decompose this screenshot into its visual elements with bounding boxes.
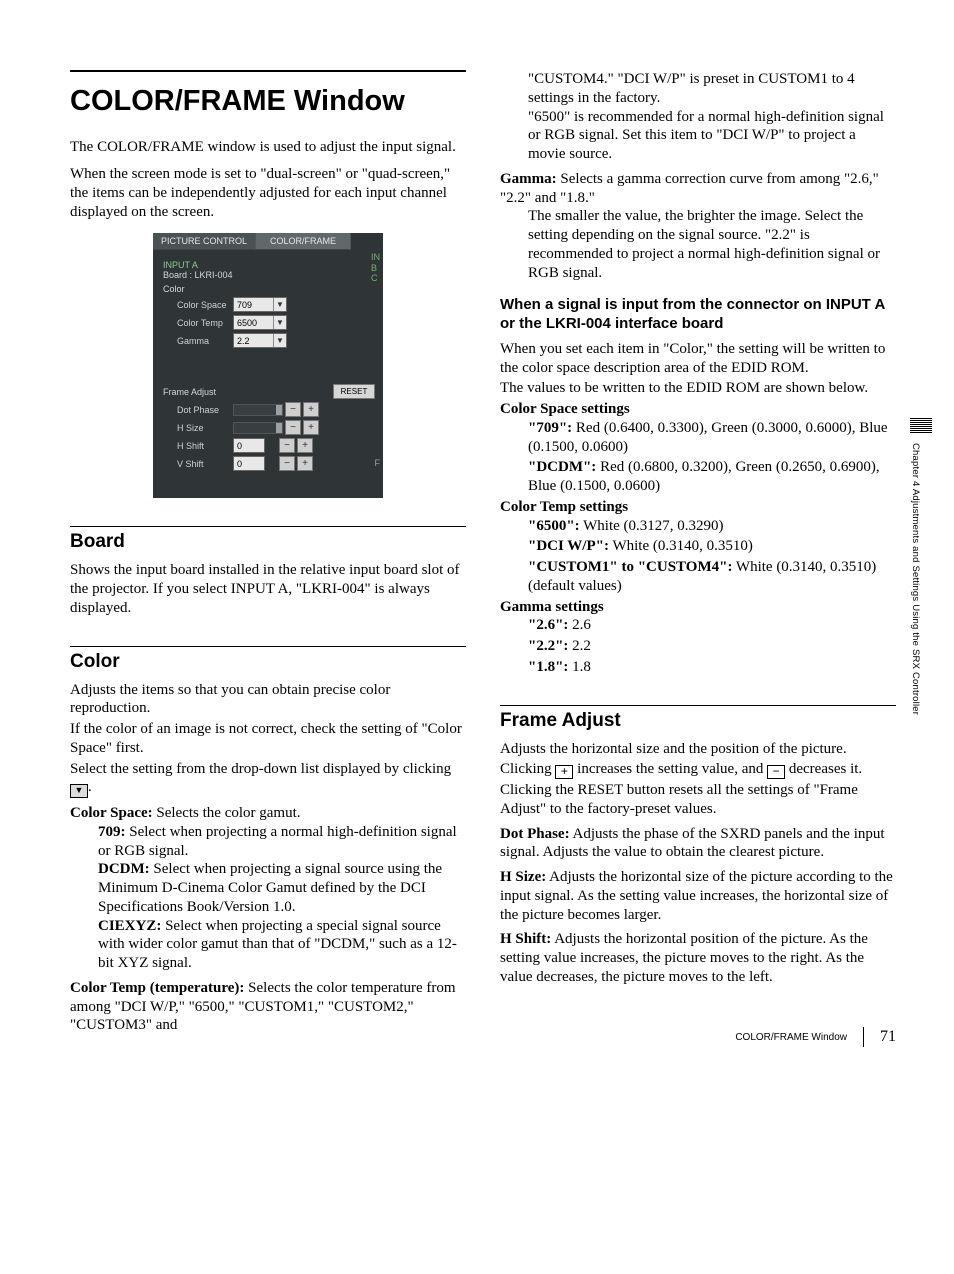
dot-phase-slider[interactable]	[233, 404, 283, 416]
chapter-side-text: Chapter 4 Adjustments and Settings Using…	[910, 443, 921, 715]
frame-p1: Adjusts the horizontal size and the posi…	[500, 740, 896, 759]
frame-adjust-header: Frame Adjust	[163, 387, 216, 397]
v-shift-label: V Shift	[163, 459, 233, 469]
page-number: 71	[880, 1028, 896, 1046]
chevron-down-icon[interactable]: ▼	[273, 298, 286, 311]
fp2a: Clicking	[500, 761, 555, 777]
gm-settings-hdr: Gamma settings	[500, 598, 896, 617]
ct-text2: "CUSTOM4." "DCI W/P" is preset in CUSTOM…	[528, 70, 896, 108]
ct-text3: "6500" is recommended for a normal high-…	[528, 108, 896, 164]
frame-adjust-heading: Frame Adjust	[500, 705, 896, 732]
cs-settings-hdr: Color Space settings	[500, 400, 896, 419]
h-size-label: H Size	[163, 423, 233, 433]
footer-title: COLOR/FRAME Window	[735, 1032, 847, 1043]
chevron-down-icon[interactable]: ▼	[273, 316, 286, 329]
plus-button[interactable]: +	[297, 438, 313, 453]
fp2b: increases the setting value, and	[573, 761, 767, 777]
color-temp-def: Color Temp (temperature): Selects the co…	[70, 979, 466, 1035]
color-heading: Color	[70, 646, 466, 673]
ct-6500-setting: "6500": White (0.3127, 0.3290)	[528, 517, 896, 536]
gamma-label: Gamma	[163, 336, 233, 346]
minus-icon: −	[767, 765, 785, 779]
color-p3b: .	[88, 779, 92, 795]
minus-button[interactable]: −	[279, 456, 295, 471]
ct-custom-setting: "CUSTOM1" to "CUSTOM4": White (0.3140, 0…	[528, 558, 896, 596]
h-size-slider[interactable]	[233, 422, 283, 434]
h-shift-def: H Shift: Adjusts the horizontal position…	[500, 930, 896, 986]
input-a-label: INPUT A	[163, 260, 375, 270]
cs-709-setting: "709": Red (0.6400, 0.3300), Green (0.30…	[528, 419, 896, 457]
color-p1: Adjusts the items so that you can obtain…	[70, 681, 466, 719]
color-p2: If the color of an image is not correct,…	[70, 720, 466, 758]
page-title: COLOR/FRAME Window	[70, 70, 466, 116]
dot-phase-label: Dot Phase	[163, 405, 233, 415]
chevron-down-icon: ▼	[70, 784, 88, 798]
v-shift-value[interactable]: 0	[233, 456, 265, 471]
h-shift-label: H Shift	[163, 441, 233, 451]
page-footer: COLOR/FRAME Window 71	[735, 1027, 896, 1047]
reset-button[interactable]: RESET	[333, 384, 375, 399]
color-header: Color	[163, 284, 375, 294]
h-shift-value[interactable]: 0	[233, 438, 265, 453]
color-space-def: Color Space: Selects the color gamut.	[70, 804, 466, 823]
gm-26: "2.6": 2.6	[528, 616, 896, 635]
cs-ciexyz: CIEXYZ: Select when projecting a special…	[98, 917, 466, 973]
frame-p2: Clicking + increases the setting value, …	[500, 760, 896, 779]
side-c: C	[371, 273, 380, 283]
plus-button[interactable]: +	[303, 420, 319, 435]
intro-p2: When the screen mode is set to "dual-scr…	[70, 165, 466, 221]
edid-p1: When you set each item in "Color," the s…	[500, 340, 896, 378]
frame-p3: Clicking the RESET button resets all the…	[500, 781, 896, 819]
fp2c: decreases it.	[785, 761, 862, 777]
edid-heading: When a signal is input from the connecto…	[500, 296, 896, 334]
edid-p2: The values to be written to the EDID ROM…	[500, 379, 896, 398]
ct-settings-hdr: Color Temp settings	[500, 498, 896, 517]
board-heading: Board	[70, 526, 466, 553]
minus-button[interactable]: −	[285, 402, 301, 417]
tab-color-frame[interactable]: COLOR/FRAME	[256, 233, 351, 250]
minus-button[interactable]: −	[285, 420, 301, 435]
color-temp-label: Color Temp	[163, 318, 233, 328]
color-temp-value: 6500	[234, 318, 273, 328]
board-text: Shows the input board installed in the r…	[70, 561, 466, 617]
board-label: Board : LKRI-004	[163, 270, 375, 280]
plus-icon: +	[555, 765, 573, 779]
minus-button[interactable]: −	[279, 438, 295, 453]
dot-phase-def: Dot Phase: Adjusts the phase of the SXRD…	[500, 825, 896, 863]
gamma-text2: The smaller the value, the brighter the …	[528, 207, 896, 282]
color-temp-select[interactable]: 6500 ▼	[233, 315, 287, 330]
color-p3a: Select the setting from the drop-down li…	[70, 761, 451, 777]
cs-dcdm-setting: "DCDM": Red (0.6800, 0.3200), Green (0.2…	[528, 458, 896, 496]
side-in: IN	[371, 252, 380, 262]
color-space-value: 709	[234, 300, 273, 310]
tab-picture-control[interactable]: PICTURE CONTROL	[153, 233, 256, 250]
cs-709: 709: Select when projecting a normal hig…	[98, 823, 466, 861]
chevron-down-icon[interactable]: ▼	[273, 334, 286, 347]
plus-button[interactable]: +	[303, 402, 319, 417]
h-size-def: H Size: Adjusts the horizontal size of t…	[500, 868, 896, 924]
color-p3: Select the setting from the drop-down li…	[70, 760, 466, 798]
plus-button[interactable]: +	[297, 456, 313, 471]
side-b: B	[371, 263, 380, 273]
side-rail: Chapter 4 Adjustments and Settings Using…	[910, 418, 932, 798]
color-space-label: Color Space	[163, 300, 233, 310]
gamma-value: 2.2	[234, 336, 273, 346]
footer-divider	[863, 1027, 864, 1047]
color-space-select[interactable]: 709 ▼	[233, 297, 287, 312]
gm-22: "2.2": 2.2	[528, 637, 896, 656]
side-f: F	[375, 458, 381, 468]
ct-dci-setting: "DCI W/P": White (0.3140, 0.3510)	[528, 537, 896, 556]
gm-18: "1.8": 1.8	[528, 658, 896, 677]
color-frame-panel: PICTURE CONTROL COLOR/FRAME IN B C INPUT…	[153, 233, 383, 498]
intro-p1: The COLOR/FRAME window is used to adjust…	[70, 138, 466, 157]
gamma-def: Gamma: Selects a gamma correction curve …	[500, 170, 896, 208]
gamma-select[interactable]: 2.2 ▼	[233, 333, 287, 348]
cs-dcdm: DCDM: Select when projecting a signal so…	[98, 860, 466, 916]
